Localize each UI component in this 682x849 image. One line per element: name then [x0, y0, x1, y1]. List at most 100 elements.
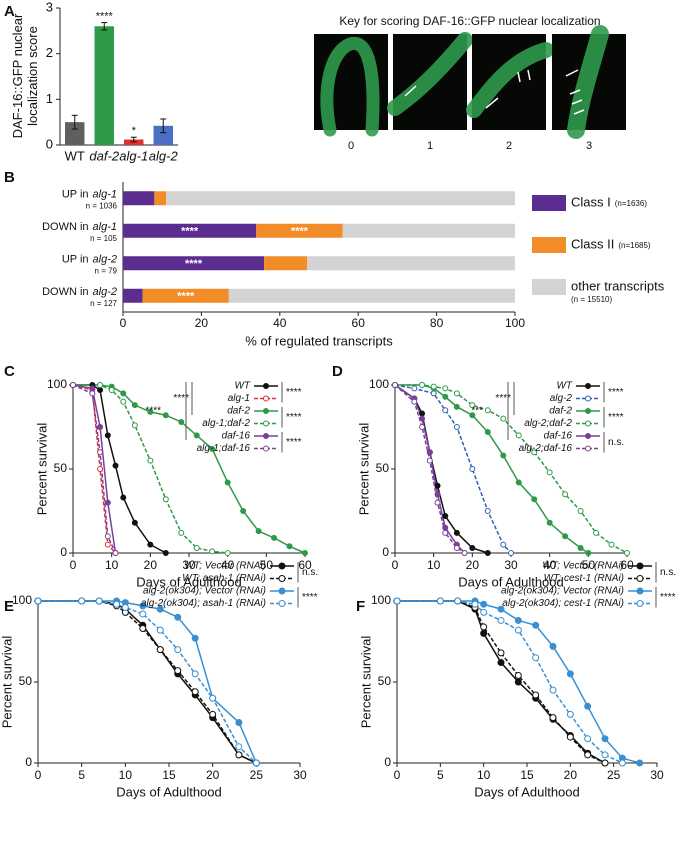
key-score: 2 — [506, 140, 512, 152]
legend-label: alg-2(ok304); cest-1 (RNAi) — [502, 598, 624, 609]
survival-point — [480, 600, 488, 608]
arrow — [573, 109, 585, 115]
significance-label: **** — [302, 592, 318, 603]
y-tick-label: 50 — [54, 461, 68, 475]
survival-point — [500, 452, 507, 459]
legend-note: (n=1636) — [615, 199, 648, 208]
worm — [466, 42, 554, 118]
survival-point — [601, 735, 609, 743]
key-score: 0 — [348, 140, 354, 152]
legend-label: alg-2 — [550, 393, 573, 404]
x-tick-label: 20 — [206, 768, 220, 782]
x-tick-label: 0 — [120, 316, 127, 330]
category-n: n = 1036 — [86, 201, 118, 210]
legend-label: WT; Vector (RNAi) — [184, 561, 266, 572]
legend-label: WT; Vector (RNAi) — [542, 561, 624, 572]
y-tick-label: 0 — [382, 545, 389, 559]
arrow — [571, 99, 583, 105]
survival-point — [97, 382, 104, 388]
x-axis-label: Days of Adulthood — [136, 574, 242, 589]
survival-point — [454, 597, 462, 605]
error-bar — [130, 136, 137, 143]
x-tick-label: alg-1 — [119, 148, 148, 163]
significance-label: **** — [173, 393, 189, 404]
survival-point — [514, 626, 522, 634]
survival-point — [532, 621, 540, 629]
legend-label: alg-2;daf-16 — [519, 443, 573, 454]
survival-line — [38, 600, 257, 764]
survival-point — [252, 759, 260, 767]
survival-point — [235, 743, 243, 751]
survival-point — [515, 479, 522, 486]
legend-label: daf-2 — [549, 406, 572, 417]
bar — [65, 122, 85, 145]
survival-point — [442, 529, 449, 536]
legend-label: alg-1;daf-16 — [197, 443, 251, 454]
survival-point — [442, 524, 449, 531]
legend-label: daf-2 — [227, 406, 250, 417]
survival-point — [419, 415, 426, 422]
x-tick-label: 0 — [70, 558, 77, 572]
legend-marker — [263, 395, 269, 402]
legend-label: WT; asah-1 (RNAi) — [182, 573, 266, 584]
survival-line — [395, 384, 628, 554]
legend-label: daf-16 — [222, 431, 251, 442]
legend-label: alg-2(ok304); asah-1 (RNAi) — [141, 598, 266, 609]
survival-point — [618, 759, 626, 767]
bar-segment — [123, 288, 143, 303]
significance-label: **** — [291, 226, 309, 238]
survival-point — [240, 508, 247, 514]
y-tick-label: 0 — [60, 545, 67, 559]
survival-point — [469, 544, 476, 551]
survival-point — [584, 702, 592, 710]
legend-marker — [278, 587, 286, 595]
survival-point — [209, 445, 216, 452]
survival-point — [97, 387, 104, 394]
survival-point — [178, 418, 185, 425]
x-tick-label: 0 — [35, 768, 42, 782]
survival-point — [442, 513, 449, 520]
legend-marker — [585, 433, 591, 439]
survival-point — [89, 385, 96, 392]
x-tick-label: 30 — [293, 768, 307, 782]
significance-label: **** — [181, 226, 199, 238]
x-tick-label: 30 — [504, 558, 518, 572]
category-n: n = 127 — [90, 299, 117, 308]
survival-point — [497, 659, 505, 667]
survival-line — [72, 384, 117, 554]
survival-point — [453, 390, 460, 397]
survival-point — [636, 759, 644, 767]
survival-point — [453, 403, 460, 410]
survival-point — [70, 382, 76, 388]
survival-point — [139, 610, 147, 618]
legend-marker — [278, 600, 286, 607]
panel-letter: D — [332, 363, 343, 380]
worm — [387, 32, 473, 116]
x-tick-label: 100 — [505, 316, 525, 330]
legend-label: other transcripts — [571, 278, 665, 293]
legend-marker — [263, 433, 269, 439]
survival-point — [104, 432, 111, 439]
bar-segment — [154, 191, 167, 206]
survival-point — [484, 508, 491, 514]
survival-point — [453, 529, 460, 536]
significance-label: **** — [96, 11, 114, 23]
key-score: 1 — [427, 140, 433, 152]
x-tick-label: 10 — [427, 558, 441, 572]
x-tick-label: 25 — [250, 768, 264, 782]
survival-point — [469, 466, 476, 472]
arrow — [569, 89, 581, 95]
y-axis-label: Percent survival — [356, 423, 371, 516]
survival-point — [601, 759, 609, 767]
y-tick-label: 3 — [46, 0, 53, 14]
bar-segment — [307, 256, 515, 271]
survival-point — [442, 407, 449, 414]
survival-point — [566, 670, 574, 678]
survival-point — [131, 422, 138, 429]
bar-segment — [166, 191, 515, 206]
survival-point — [480, 623, 488, 631]
legend-marker — [636, 562, 644, 570]
legend-marker — [636, 600, 644, 607]
